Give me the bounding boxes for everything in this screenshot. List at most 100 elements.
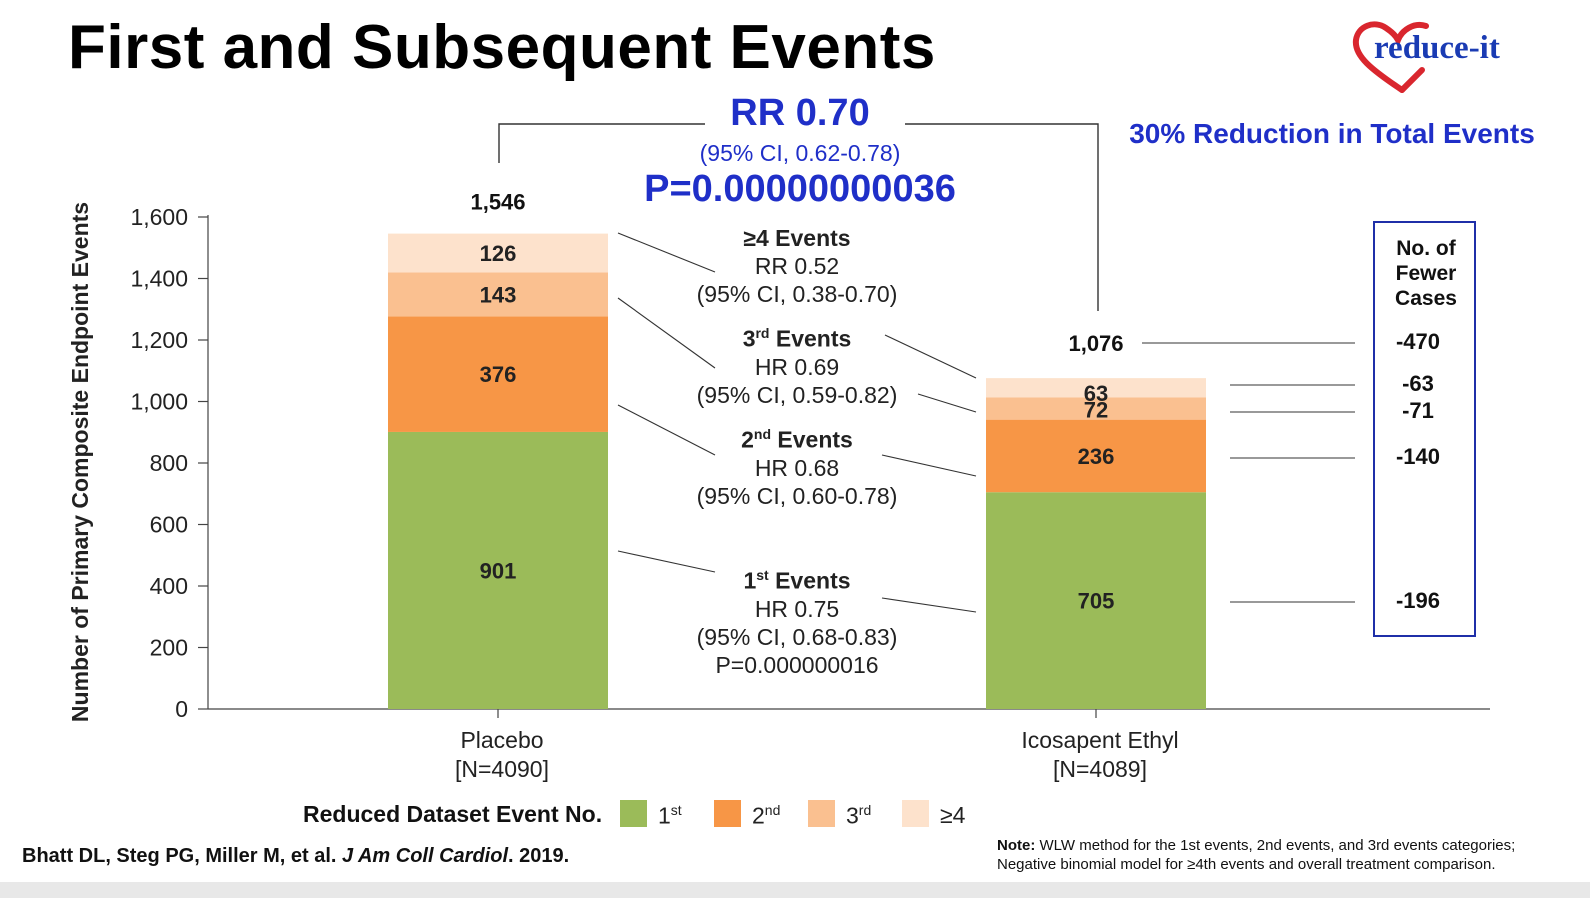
annotation-line: (95% CI, 0.38-0.70) [696, 281, 898, 307]
note-line-2: Negative binomial model for ≥4th events … [997, 856, 1496, 873]
annotation-heading: 1st Events [647, 561, 947, 595]
fewer-cases-title: No. of Fewer Cases [1373, 236, 1479, 311]
connector-right-1st [881, 597, 977, 613]
comparison-bracket [498, 123, 705, 163]
x-tick-sublabel: [N=4090] [455, 756, 549, 782]
annotation-line: (95% CI, 0.60-0.78) [696, 482, 898, 509]
total-label: 1,546 [470, 190, 525, 215]
annotation-heading-number: 3 [742, 325, 756, 352]
connector-left-2nd [617, 404, 716, 456]
y-tick-label: 1,000 [130, 389, 188, 415]
y-axis-label: Number of Primary Composite Endpoint Eve… [67, 202, 93, 722]
connector-right-3rd [917, 393, 977, 413]
annotation-line: HR 0.69 [754, 353, 840, 380]
data-label: 126 [480, 241, 517, 266]
data-label: 376 [480, 362, 517, 387]
y-tick-label: 200 [150, 635, 188, 661]
page-title: First and Subsequent Events [68, 13, 936, 82]
legend-swatch [714, 800, 741, 827]
legend-label-suffix: st [670, 802, 682, 818]
citation-year: . 2019. [508, 845, 570, 867]
annotation-line: (95% CI, 0.68-0.83) [696, 623, 898, 650]
y-tick-label: 600 [150, 512, 188, 538]
bar-segment-2nd [388, 316, 608, 432]
annotation-1st: 1st Events HR 0.75 (95% CI, 0.68-0.83) P=0.… [647, 561, 947, 679]
bar-segment-1st [986, 492, 1206, 709]
x-tick-label: Icosapent Ethyl [1021, 727, 1178, 753]
annotation-line: P=0.000000016 [715, 651, 879, 678]
heart-icon [1352, 21, 1429, 93]
bar-segment-1st [388, 431, 608, 709]
x-tick-label: Placebo [460, 727, 543, 753]
connector-right-4plus [884, 334, 977, 379]
legend-item: 1st [620, 797, 710, 833]
annotation-heading-text: Events [769, 325, 852, 352]
annotation-line: (95% CI, 0.59-0.82) [696, 381, 898, 408]
legend-label-number: ≥4 [940, 802, 966, 828]
connector-left-4plus [617, 232, 716, 273]
footnote: Note: WLW method for the 1st events, 2nd… [997, 836, 1587, 874]
annotation-heading: 3rd Events [647, 319, 947, 353]
legend-label-suffix: rd [858, 802, 872, 818]
annotation-line: HR 0.68 [754, 454, 840, 481]
bar-segment-3rd [388, 272, 608, 317]
annotation-line: RR 0.52 [754, 253, 840, 279]
total-label: 1,076 [1068, 331, 1123, 356]
annotation-heading: 2nd Events [647, 420, 947, 454]
annotation-2nd: 2nd Events HR 0.68 (95% CI, 0.60-0.78) [647, 420, 947, 510]
annotation-heading-suffix: st [756, 567, 769, 583]
legend-swatch [620, 800, 647, 827]
legend-label-number: 3 [846, 802, 859, 829]
data-label: 63 [1084, 381, 1108, 406]
y-tick-label: 1,200 [130, 327, 188, 353]
y-tick-label: 1,400 [130, 266, 188, 292]
legend-label-number: 2 [752, 802, 765, 829]
legend-label: ≥4 [940, 802, 965, 829]
legend: Reduced Dataset Event No. 1st 2nd 3rd ≥4 [0, 797, 1590, 833]
data-label: 72 [1084, 398, 1108, 423]
fewer-cases-box [1373, 221, 1476, 637]
fewer-cases-title-line: Cases [1395, 287, 1457, 310]
reduction-label: 30% Reduction in Total Events [1129, 118, 1535, 149]
data-label: 705 [1078, 589, 1115, 614]
fewer-cases-value-total: -470 [1395, 329, 1441, 354]
y-tick-label: 0 [175, 696, 188, 722]
rr-value: RR 0.70 [730, 92, 870, 134]
fewer-cases-title-line: Fewer [1395, 262, 1457, 285]
connector-right-2nd [881, 454, 977, 477]
annotation-heading-suffix: nd [753, 426, 772, 442]
annotation-heading-text: Events [771, 426, 853, 453]
annotation-line: HR 0.75 [754, 595, 840, 622]
bar-segment-4plus [986, 378, 1206, 398]
legend-item: 3rd [808, 797, 898, 833]
reduce-it-logo: reduce-it [1352, 18, 1542, 98]
bar-segment-3rd [986, 397, 1206, 420]
annotation-heading-text: Events [768, 567, 851, 594]
annotation-3rd: 3rd Events HR 0.69 (95% CI, 0.59-0.82) [647, 319, 947, 409]
y-tick-label: 800 [150, 450, 188, 476]
legend-label: 2nd [752, 802, 780, 830]
citation: Bhatt DL, Steg PG, Miller M, et al. J Am… [22, 845, 569, 868]
connector-left-3rd [617, 297, 716, 369]
annotation-heading-number: 2 [741, 426, 754, 453]
y-tick-label: 1,600 [130, 204, 188, 230]
rr-ci: (95% CI, 0.62-0.78) [699, 140, 901, 166]
bar-segment-4plus [388, 233, 608, 273]
fewer-cases-value-2nd: -140 [1395, 444, 1441, 469]
fewer-cases-title-line: No. of [1396, 237, 1456, 260]
logo-text: reduce-it [1374, 30, 1500, 66]
bottom-bar [0, 882, 1590, 898]
comparison-bracket-right [905, 123, 1099, 311]
rr-p-value: P=0.00000000036 [644, 168, 956, 210]
fewer-cases-value-1st: -196 [1395, 588, 1441, 613]
connector-left-1st [617, 550, 716, 573]
data-label: 143 [480, 282, 517, 307]
citation-authors: Bhatt DL, Steg PG, Miller M, et al. [22, 845, 343, 867]
citation-journal: J Am Coll Cardiol [342, 845, 508, 867]
fewer-cases-value-4plus: -63 [1402, 371, 1434, 396]
annotation-heading-suffix: rd [755, 325, 770, 341]
data-label: 236 [1078, 444, 1115, 469]
note-line-1: WLW method for the 1st events, 2nd event… [1035, 837, 1516, 854]
legend-label-suffix: nd [764, 802, 781, 818]
annotation-4plus: ≥4 Events RR 0.52 (95% CI, 0.38-0.70) [647, 224, 947, 308]
